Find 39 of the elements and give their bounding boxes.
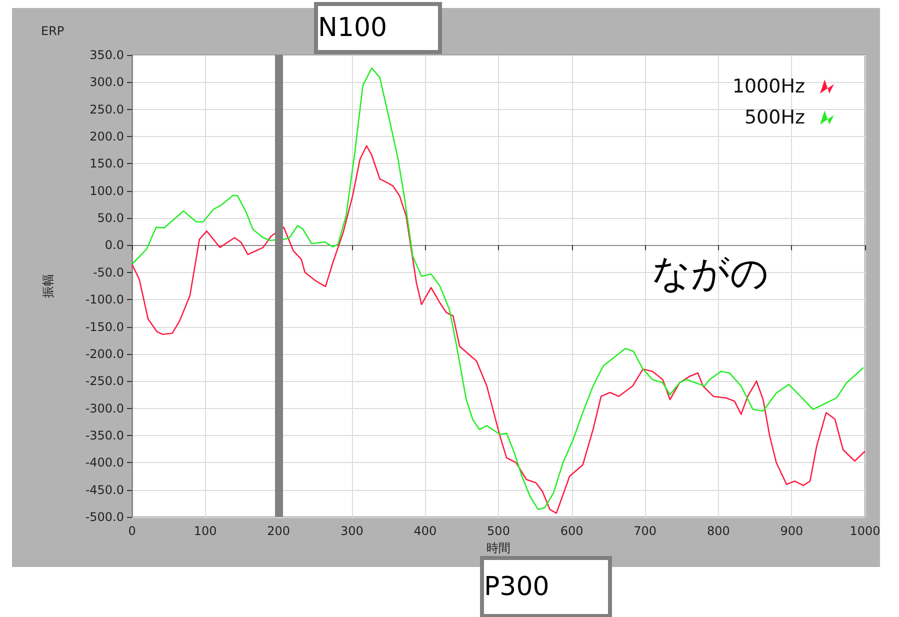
line-series [131,145,866,514]
y-tick-label: -50.0 [92,265,124,280]
x-tick-label: 400 [414,524,437,538]
y-tick-label: -400.0 [85,456,124,470]
legend-label: 1000Hz [732,76,806,98]
annotation: ながの [652,251,769,295]
x-tick-label: 200 [267,524,290,538]
y-tick-label: -450.0 [85,482,124,497]
x-axis-title: 時間 [486,540,510,555]
x-tick-label: 800 [706,524,730,538]
x-tick-label: 500 [487,524,510,538]
y-tick-label: -250.0 [85,374,124,388]
text: P300 [484,572,550,602]
y-tick-label: -150.0 [85,320,124,334]
x-tick-label: 900 [780,524,804,538]
x-tick-label: 0 [128,524,136,538]
legend-label: 500Hz [744,106,806,128]
line-series [131,67,864,510]
y-tick-label: 250.0 [90,102,124,116]
x-tick-label: 300 [340,524,364,538]
chart-title: ERP [41,24,64,38]
y-tick-label: -200.0 [85,346,124,361]
y-tick-label: 150.0 [90,156,124,171]
text: N100 [318,13,388,43]
y-tick-label: -500.0 [85,510,124,524]
y-tick-label: 50.0 [97,211,124,226]
y-tick-label: 200.0 [90,130,124,144]
y-tick-label: -300.0 [85,401,124,416]
x-tick-label: 1000 [850,524,880,538]
y-tick-label: 300.0 [90,75,124,90]
x-tick-label: 100 [194,524,217,538]
y-tick-label: 0.0 [104,238,124,252]
x-tick-label: 600 [560,524,584,538]
y-tick-label: 350.0 [90,48,124,62]
y-tick-label: 100.0 [90,184,124,198]
y-tick-label: -100.0 [85,292,124,307]
x-tick-label: 700 [634,524,657,538]
y-axis-title: 振幅 [41,274,55,298]
y-tick-label: -350.0 [85,428,124,442]
